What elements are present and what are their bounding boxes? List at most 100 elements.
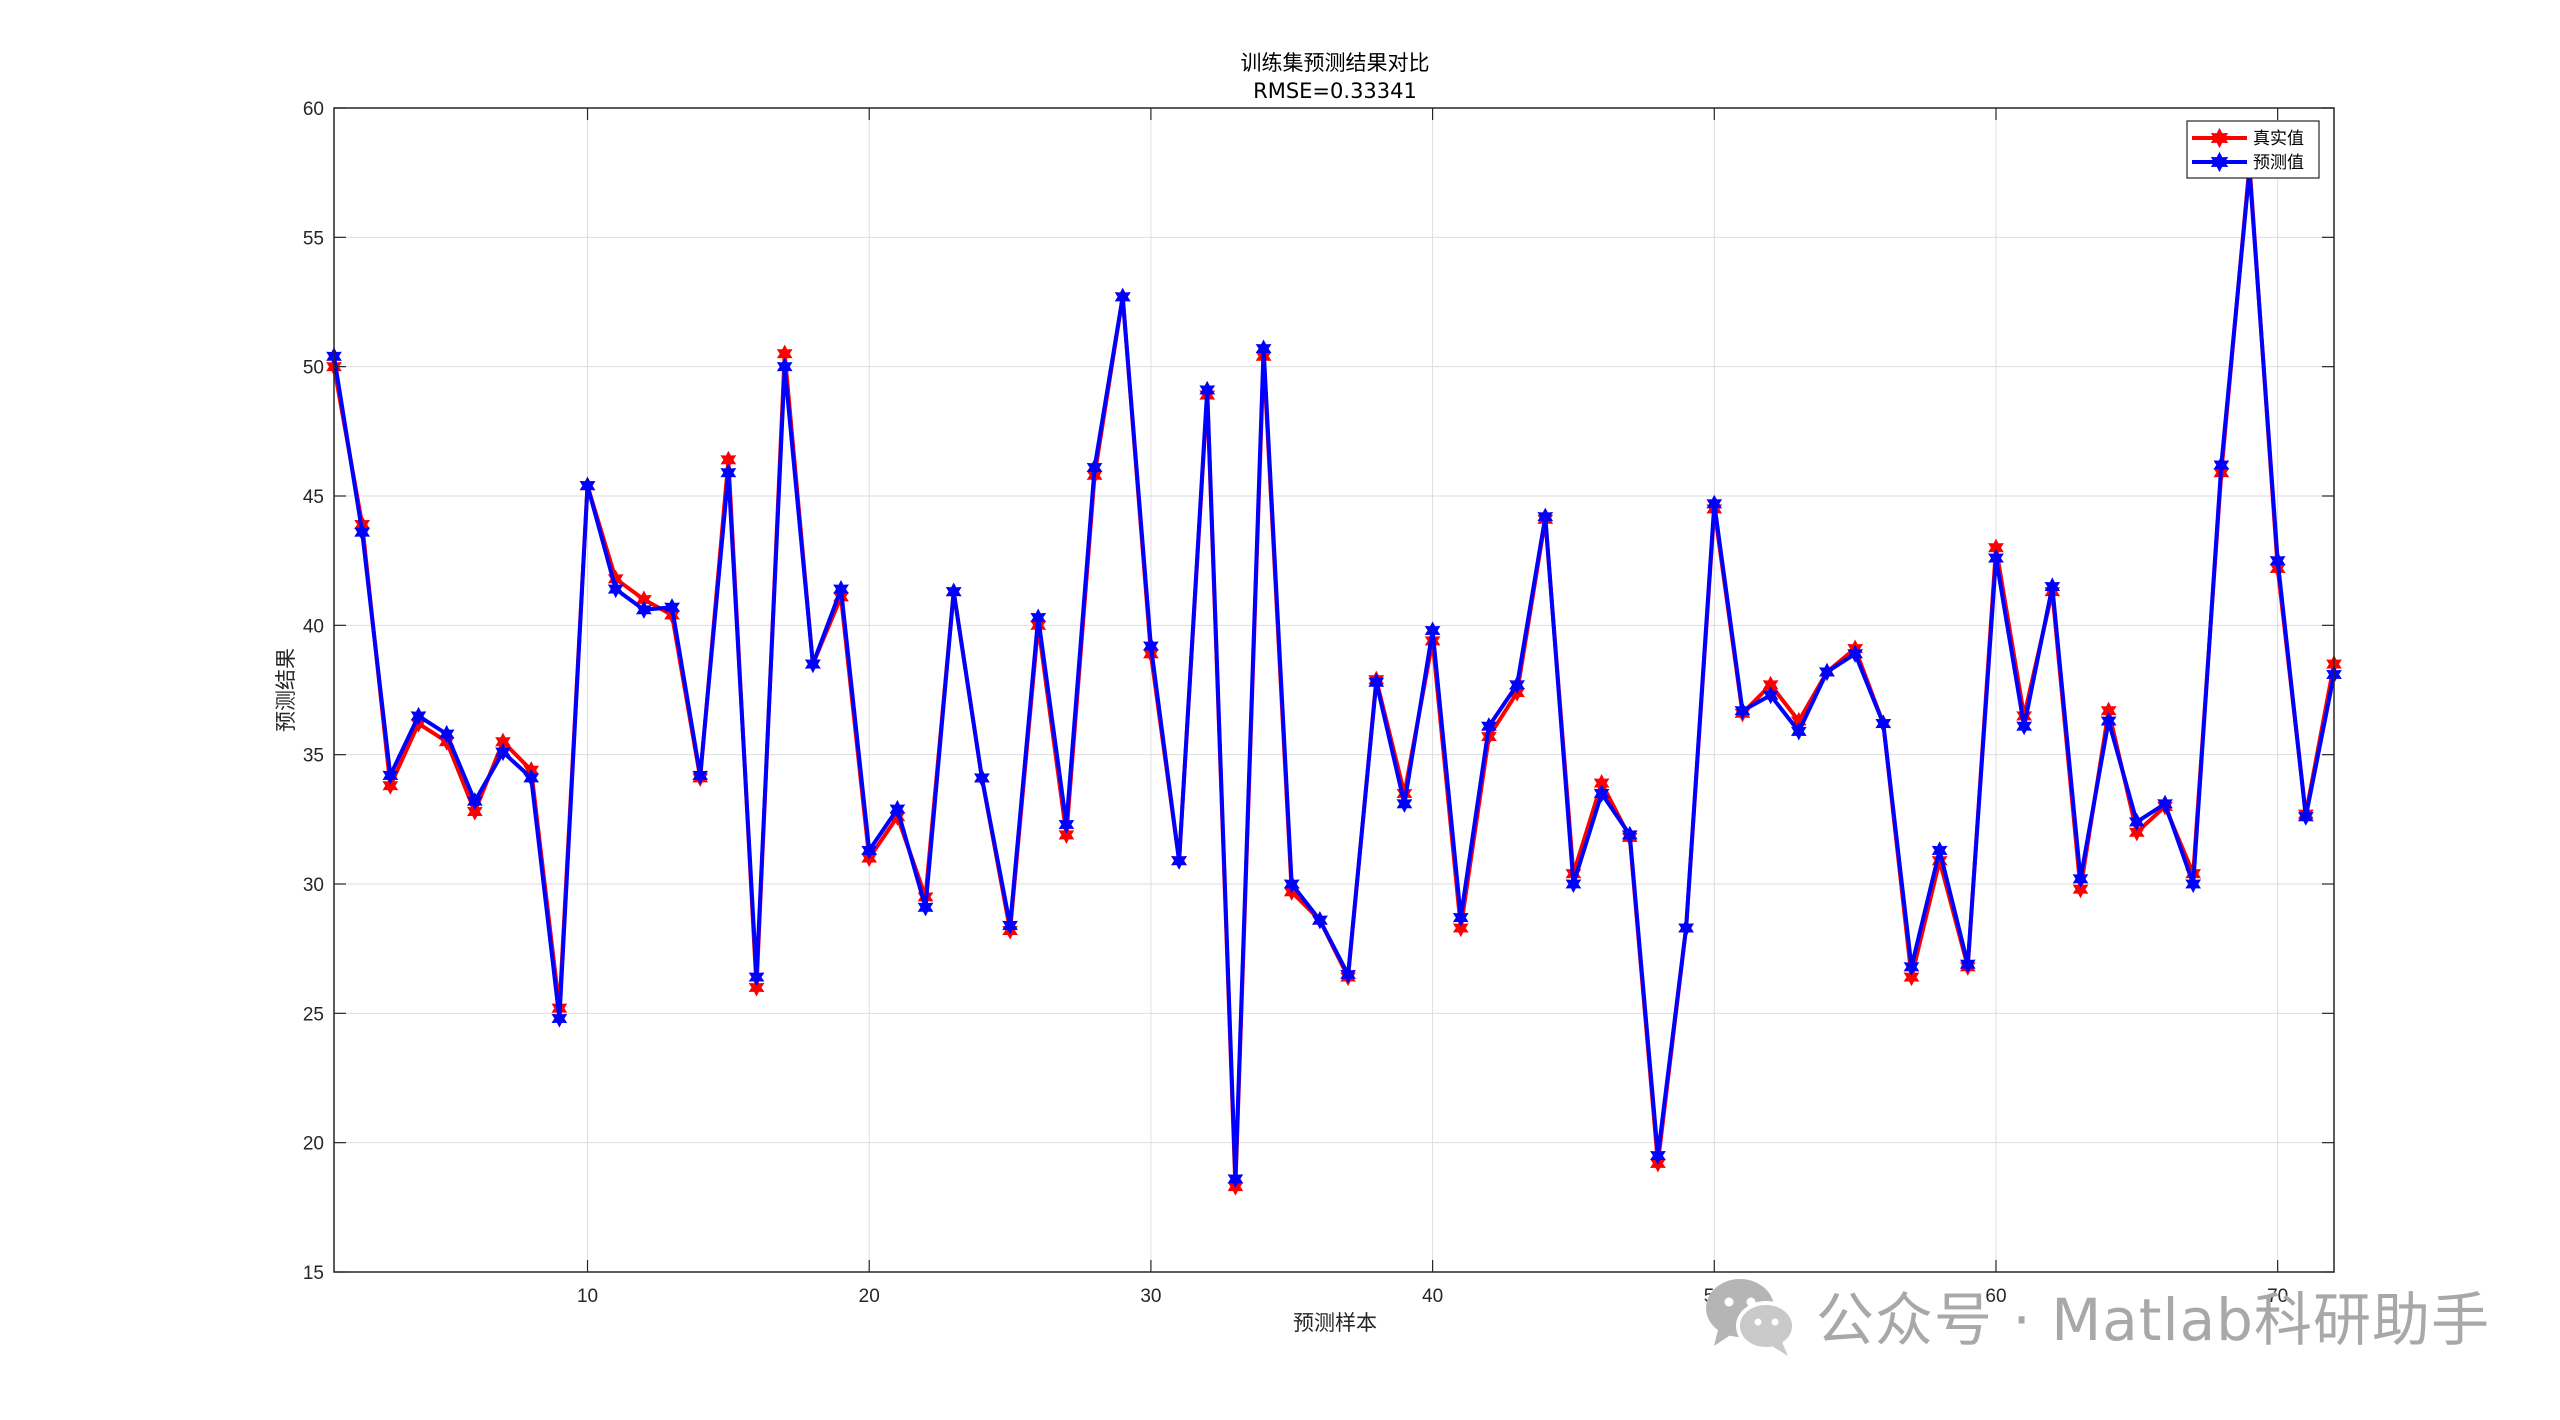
- data-point: [1396, 794, 1413, 813]
- data-point: [1340, 965, 1356, 984]
- y-tick-label: 45: [303, 487, 324, 508]
- x-tick-label: 60: [1985, 1286, 2006, 1307]
- y-tick-label: 15: [303, 1263, 324, 1284]
- series-layer: [326, 155, 2342, 1196]
- data-point: [1593, 784, 1610, 803]
- data-point: [2016, 717, 2033, 736]
- data-point: [1255, 339, 1272, 358]
- data-point: [1847, 644, 1864, 663]
- data-point: [523, 768, 540, 787]
- data-point: [1058, 825, 1075, 844]
- legend-marker-real: [2210, 127, 2229, 149]
- axes-background: [334, 108, 2334, 1272]
- data-point: [1227, 1169, 1244, 1188]
- x-tick-label: 30: [1140, 1286, 1161, 1307]
- legend: 真实值 预测值: [2186, 120, 2320, 179]
- y-tick-label: 35: [303, 746, 324, 767]
- data-point: [1875, 714, 1892, 733]
- data-point: [2213, 455, 2230, 475]
- x-axis-label: 预测样本: [1293, 1311, 1377, 1335]
- data-point: [1481, 717, 1497, 736]
- chart-subtitle: RMSE=0.33341: [1253, 79, 1417, 103]
- data-point: [1931, 851, 1948, 870]
- data-point: [748, 978, 765, 997]
- data-point: [1114, 287, 1131, 306]
- data-point: [1283, 874, 1300, 894]
- data-point: [2128, 823, 2145, 842]
- y-tick-label: 25: [303, 1004, 324, 1025]
- y-tick-label: 55: [303, 228, 324, 249]
- data-point: [692, 766, 709, 785]
- y-tick-label: 60: [303, 99, 324, 120]
- data-point: [1650, 1146, 1666, 1165]
- y-axis-label: 预测结果: [274, 648, 298, 732]
- data-point: [2072, 880, 2089, 899]
- data-point: [1030, 608, 1047, 627]
- x-tick-label: 40: [1422, 1286, 1443, 1307]
- data-point: [917, 898, 934, 917]
- data-point: [1058, 815, 1075, 834]
- data-point: [720, 463, 737, 482]
- data-point: [1621, 825, 1638, 844]
- data-point: [833, 580, 849, 599]
- data-point: [1086, 458, 1103, 477]
- data-point: [1199, 380, 1216, 399]
- data-point: [1931, 841, 1948, 860]
- data-point: [495, 743, 511, 762]
- data-point: [2269, 551, 2286, 570]
- data-point: [438, 724, 455, 744]
- y-tick-label: 20: [303, 1134, 324, 1155]
- data-point: [466, 802, 483, 821]
- data-point: [945, 582, 962, 601]
- data-point: [1452, 918, 1469, 938]
- data-point: [1678, 918, 1694, 938]
- watermark-text: 公众号 · Matlab科研助手: [1815, 1286, 2490, 1354]
- data-point: [1424, 621, 1441, 640]
- data-point: [466, 792, 483, 811]
- plot-area: 1020304050607015202530354045505560: [303, 99, 2342, 1307]
- watermark: 公众号 · Matlab科研助手: [1702, 1265, 2490, 1365]
- data-point: [748, 968, 765, 987]
- data-point: [2100, 711, 2117, 731]
- y-tick-label: 30: [303, 875, 324, 896]
- wechat-icon: [1705, 1279, 1796, 1356]
- data-point: [579, 476, 596, 495]
- data-point: [1988, 549, 2004, 568]
- data-point: [1537, 507, 1554, 526]
- data-point: [2128, 812, 2145, 831]
- data-point: [2185, 874, 2202, 894]
- data-point: [1790, 722, 1807, 741]
- data-point: [1143, 636, 1159, 656]
- data-point: [1762, 686, 1779, 705]
- legend-marker-shape: [2210, 151, 2229, 173]
- data-point: [2297, 807, 2314, 826]
- data-point: [607, 580, 624, 599]
- data-point: [2072, 869, 2089, 888]
- data-point: [635, 600, 652, 619]
- chart-title: 训练集预测结果对比: [1241, 51, 1430, 75]
- data-point: [354, 523, 371, 542]
- legend-marker-predicted: [2210, 151, 2229, 173]
- data-point: [776, 357, 793, 376]
- x-tick-label: 10: [577, 1286, 598, 1307]
- data-point: [1706, 494, 1723, 513]
- data-point: [1002, 916, 1018, 935]
- data-point: [1565, 874, 1582, 894]
- series-1: [326, 161, 2342, 1188]
- data-point: [1903, 957, 1920, 976]
- legend-label-predicted: 预测值: [2253, 153, 2304, 173]
- data-point: [861, 841, 878, 860]
- data-point: [410, 706, 427, 725]
- data-point: [1171, 851, 1187, 870]
- y-tick-label: 40: [303, 616, 324, 637]
- data-point: [1452, 908, 1469, 927]
- data-point: [1819, 662, 1835, 681]
- y-tick-label: 50: [303, 358, 324, 379]
- data-point: [974, 768, 990, 787]
- data-point: [2157, 794, 2173, 813]
- x-tick-label: 70: [2267, 1286, 2288, 1307]
- legend-marker-shape: [2210, 127, 2229, 149]
- data-point: [2044, 577, 2061, 596]
- data-point: [889, 799, 906, 819]
